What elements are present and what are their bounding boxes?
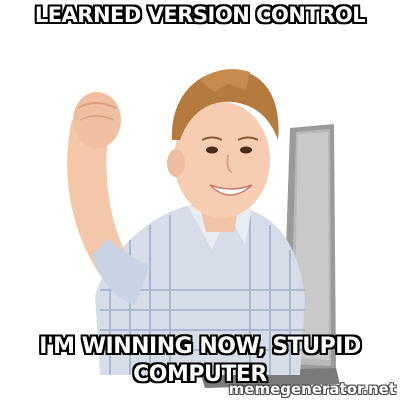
watermark: memegenerator.net xyxy=(229,380,396,398)
top-caption: LEARNED VERSION CONTROL xyxy=(0,2,400,28)
bottom-caption-line-1: I'M WINNING NOW, STUPID xyxy=(0,333,400,361)
